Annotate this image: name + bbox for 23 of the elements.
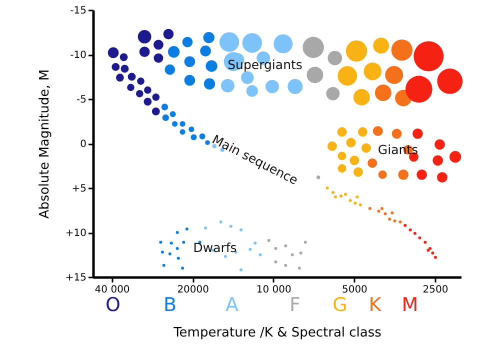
x-tick-label: 10 000 [256, 284, 292, 296]
x-tick-label: 2500 [422, 284, 448, 296]
text: G [332, 294, 348, 316]
y-tick-label: +5 [72, 184, 86, 194]
text: M [402, 294, 418, 316]
y-tick-label: 0 [80, 139, 86, 150]
text: B [163, 294, 177, 316]
text: A [226, 294, 238, 316]
y-tick-label: +15 [65, 272, 86, 284]
annotation: Dwarfs [193, 240, 237, 255]
y-tick-label: +10 [65, 228, 86, 239]
x-tick-label: 5000 [342, 284, 368, 296]
y-tick-label: -10 [70, 50, 86, 61]
y-tick-label: -15 [70, 6, 86, 16]
annotation: Supergiants [228, 57, 302, 72]
text: K [368, 294, 382, 316]
x-tick-label: 40 000 [94, 284, 130, 296]
y-tick-label: -5 [76, 94, 86, 106]
y-axis-title: Absolute Magnitude, M [37, 69, 52, 219]
text: O [106, 294, 120, 316]
x-tick-label: 20000 [177, 284, 209, 296]
text: F [290, 294, 300, 316]
x-axis-title: Temperature /K & Spectral class [172, 326, 382, 340]
